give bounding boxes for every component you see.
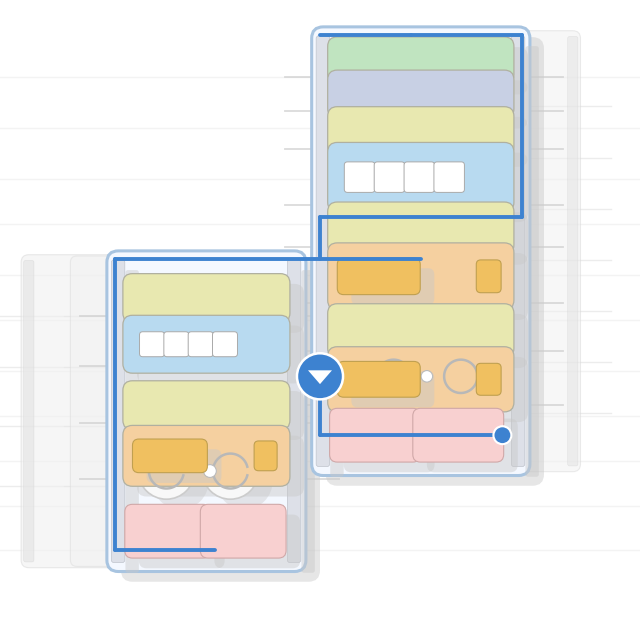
Circle shape — [152, 453, 209, 509]
FancyBboxPatch shape — [21, 255, 126, 568]
FancyBboxPatch shape — [123, 381, 290, 429]
FancyBboxPatch shape — [342, 253, 528, 320]
Circle shape — [297, 353, 343, 399]
FancyBboxPatch shape — [374, 162, 404, 193]
Circle shape — [367, 349, 420, 403]
FancyBboxPatch shape — [328, 202, 514, 255]
FancyBboxPatch shape — [404, 162, 435, 193]
FancyBboxPatch shape — [254, 441, 277, 471]
FancyBboxPatch shape — [476, 31, 580, 472]
Circle shape — [138, 443, 195, 499]
Circle shape — [202, 443, 259, 499]
FancyBboxPatch shape — [287, 260, 301, 563]
FancyBboxPatch shape — [107, 251, 306, 572]
FancyBboxPatch shape — [342, 212, 528, 265]
FancyBboxPatch shape — [132, 439, 207, 473]
FancyBboxPatch shape — [121, 261, 320, 582]
FancyBboxPatch shape — [427, 419, 518, 472]
Circle shape — [204, 465, 216, 477]
FancyBboxPatch shape — [312, 27, 530, 476]
FancyBboxPatch shape — [139, 515, 225, 568]
FancyBboxPatch shape — [328, 70, 514, 118]
FancyBboxPatch shape — [212, 332, 237, 356]
FancyBboxPatch shape — [328, 107, 514, 157]
FancyBboxPatch shape — [342, 153, 528, 222]
FancyBboxPatch shape — [24, 260, 34, 562]
FancyBboxPatch shape — [70, 256, 131, 566]
Circle shape — [414, 364, 440, 389]
FancyBboxPatch shape — [147, 449, 221, 483]
FancyBboxPatch shape — [123, 426, 290, 486]
FancyBboxPatch shape — [137, 284, 304, 333]
FancyBboxPatch shape — [413, 408, 504, 462]
FancyBboxPatch shape — [344, 162, 375, 193]
FancyBboxPatch shape — [214, 515, 300, 568]
Circle shape — [216, 453, 273, 509]
FancyBboxPatch shape — [330, 46, 344, 477]
Circle shape — [448, 360, 502, 413]
FancyBboxPatch shape — [478, 36, 488, 466]
FancyBboxPatch shape — [200, 504, 286, 558]
FancyBboxPatch shape — [123, 274, 290, 323]
Circle shape — [381, 360, 435, 413]
Circle shape — [434, 349, 488, 403]
FancyBboxPatch shape — [164, 332, 189, 356]
FancyBboxPatch shape — [188, 332, 213, 356]
FancyBboxPatch shape — [342, 47, 528, 95]
Circle shape — [421, 371, 433, 382]
FancyBboxPatch shape — [328, 347, 514, 412]
FancyBboxPatch shape — [328, 37, 514, 84]
FancyBboxPatch shape — [342, 357, 528, 422]
FancyBboxPatch shape — [301, 270, 315, 573]
FancyBboxPatch shape — [330, 408, 420, 462]
FancyBboxPatch shape — [351, 372, 435, 408]
FancyBboxPatch shape — [137, 436, 304, 497]
FancyBboxPatch shape — [476, 260, 501, 292]
Circle shape — [493, 426, 511, 444]
FancyBboxPatch shape — [111, 260, 125, 563]
FancyBboxPatch shape — [342, 81, 528, 129]
FancyBboxPatch shape — [125, 504, 211, 558]
FancyBboxPatch shape — [328, 304, 514, 358]
FancyBboxPatch shape — [525, 46, 539, 477]
FancyBboxPatch shape — [342, 117, 528, 167]
FancyBboxPatch shape — [328, 243, 514, 310]
Circle shape — [196, 457, 224, 485]
FancyBboxPatch shape — [137, 391, 304, 440]
FancyBboxPatch shape — [434, 162, 465, 193]
FancyBboxPatch shape — [511, 36, 525, 467]
FancyBboxPatch shape — [344, 419, 435, 472]
FancyBboxPatch shape — [123, 316, 290, 373]
FancyBboxPatch shape — [137, 326, 304, 383]
FancyBboxPatch shape — [328, 143, 514, 212]
FancyBboxPatch shape — [337, 258, 420, 294]
FancyBboxPatch shape — [476, 364, 501, 396]
FancyBboxPatch shape — [337, 362, 420, 397]
FancyBboxPatch shape — [140, 332, 164, 356]
FancyBboxPatch shape — [125, 270, 139, 573]
Polygon shape — [308, 371, 332, 384]
FancyBboxPatch shape — [342, 314, 528, 368]
FancyBboxPatch shape — [568, 36, 578, 466]
FancyBboxPatch shape — [351, 268, 435, 305]
FancyBboxPatch shape — [326, 37, 544, 486]
FancyBboxPatch shape — [113, 260, 123, 562]
FancyBboxPatch shape — [316, 36, 330, 467]
